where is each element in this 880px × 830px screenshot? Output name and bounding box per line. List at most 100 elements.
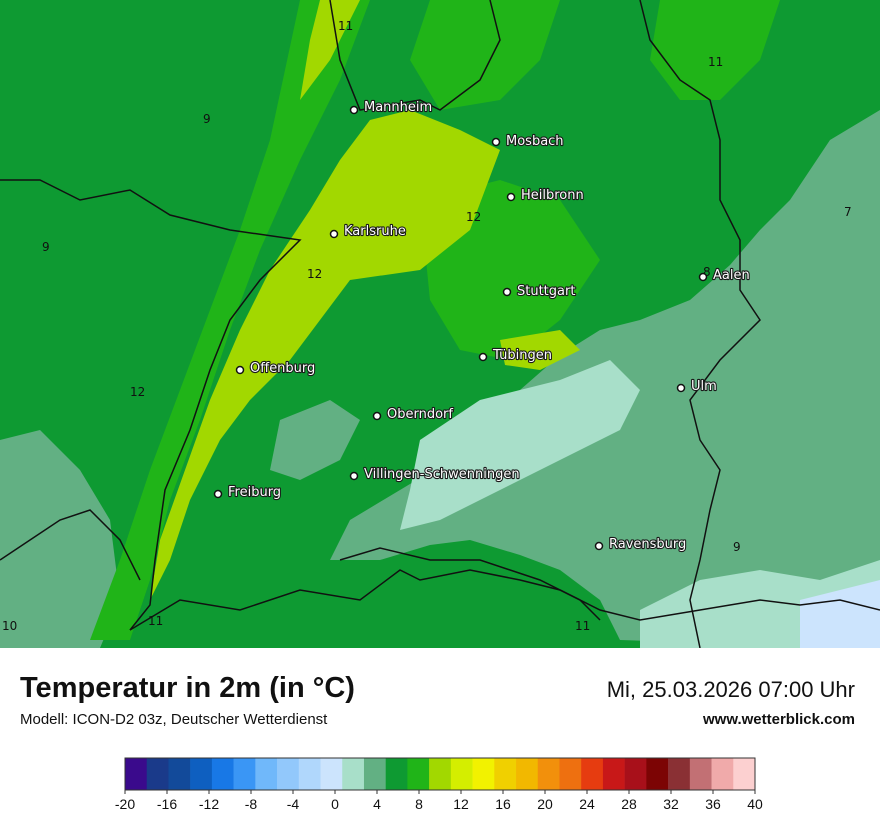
city-label: Stuttgart bbox=[517, 284, 575, 299]
legend-swatch bbox=[168, 758, 191, 790]
legend-tick-label: -8 bbox=[245, 796, 258, 812]
legend-swatch bbox=[233, 758, 256, 790]
legend-tick-label: 0 bbox=[331, 796, 339, 812]
legend-tick-label: 20 bbox=[537, 796, 553, 812]
border-lake bbox=[339, 547, 601, 621]
city-label: Tübingen bbox=[492, 348, 552, 363]
legend-tick-label: -4 bbox=[287, 796, 300, 812]
city-stuttgart[interactable]: Stuttgart bbox=[502, 283, 577, 300]
legend-swatch bbox=[320, 758, 343, 790]
legend-tick-label: 8 bbox=[415, 796, 423, 812]
legend-swatch bbox=[342, 758, 365, 790]
legend-swatch bbox=[689, 758, 712, 790]
city-label: Ravensburg bbox=[609, 537, 686, 552]
legend-swatch bbox=[363, 758, 386, 790]
isotherm-label: 7 bbox=[844, 205, 852, 219]
temperature-zone-southwest-cool bbox=[0, 430, 120, 648]
city-label: Mosbach bbox=[506, 134, 564, 149]
model-source: Modell: ICON-D2 03z, Deutscher Wetterdie… bbox=[20, 711, 328, 728]
city-offenburg[interactable]: Offenburg bbox=[235, 360, 316, 377]
city-label: Villingen-Schwenningen bbox=[364, 467, 520, 482]
legend-tick-label: 4 bbox=[373, 796, 381, 812]
legend-swatch bbox=[298, 758, 321, 790]
temperature-zone-center-cool bbox=[270, 400, 360, 480]
legend-tick-label: 36 bbox=[705, 796, 721, 812]
legend-swatch bbox=[190, 758, 213, 790]
legend-swatch bbox=[559, 758, 582, 790]
legend-tick-label: -16 bbox=[157, 796, 177, 812]
legend-swatch bbox=[125, 758, 148, 790]
forecast-datetime: Mi, 25.03.2026 07:00 Uhr bbox=[606, 677, 855, 702]
legend-swatch bbox=[429, 758, 452, 790]
legend-swatch bbox=[668, 758, 691, 790]
legend-tick-label: -20 bbox=[115, 796, 135, 812]
city-label: Karlsruhe bbox=[344, 224, 406, 239]
legend-tick-label: 24 bbox=[579, 796, 595, 812]
city-label: Aalen bbox=[713, 268, 750, 283]
legend-swatch bbox=[407, 758, 430, 790]
isotherm-label: 11 bbox=[575, 619, 590, 633]
border-south bbox=[129, 569, 880, 631]
isotherm-label: 12 bbox=[130, 385, 145, 399]
legend-swatch bbox=[581, 758, 604, 790]
isotherm-label: 11 bbox=[148, 614, 163, 628]
legend-swatches bbox=[124, 757, 756, 791]
legend-swatch bbox=[646, 758, 669, 790]
map-footer bbox=[0, 648, 880, 830]
legend-swatch bbox=[711, 758, 734, 790]
legend-tick-label: 32 bbox=[663, 796, 679, 812]
city-ulm[interactable]: Ulm bbox=[676, 378, 718, 395]
isotherm-label: 9 bbox=[203, 112, 211, 126]
legend-swatch bbox=[211, 758, 234, 790]
state-borders bbox=[0, 0, 880, 648]
isotherm-label: 9 bbox=[42, 240, 50, 254]
legend-frame bbox=[124, 757, 756, 791]
border-west-rhine bbox=[0, 179, 302, 631]
temperature-zone-neckar-hot bbox=[500, 330, 580, 370]
city-karlsruhe[interactable]: Karlsruhe bbox=[329, 223, 407, 240]
legend-swatch bbox=[255, 758, 278, 790]
legend-swatch bbox=[602, 758, 625, 790]
temperature-map: 11 11 9 12 7 9 12 8 12 9 10 11 11 Mannhe… bbox=[0, 0, 880, 648]
isotherm-label: 12 bbox=[466, 210, 481, 224]
legend-tick-label: 40 bbox=[747, 796, 763, 812]
legend-swatch bbox=[537, 758, 560, 790]
legend-swatch bbox=[450, 758, 473, 790]
isotherm-label: 12 bbox=[307, 267, 322, 281]
city-mosbach[interactable]: Mosbach bbox=[491, 133, 565, 150]
city-ravensburg[interactable]: Ravensburg bbox=[594, 536, 687, 553]
website-link[interactable]: www.wetterblick.com bbox=[703, 711, 855, 728]
temperature-zone-north-hot bbox=[300, 0, 360, 100]
city-label: Heilbronn bbox=[521, 188, 584, 203]
city-oberndorf[interactable]: Oberndorf bbox=[372, 406, 454, 423]
city-aalen[interactable]: Aalen bbox=[698, 267, 751, 284]
legend-swatch bbox=[494, 758, 517, 790]
legend-tick-label: 12 bbox=[453, 796, 469, 812]
city-heilbronn[interactable]: Heilbronn bbox=[506, 187, 585, 204]
isotherm-labels: 11 11 9 12 7 9 12 8 12 9 10 11 11 bbox=[2, 19, 852, 633]
city-villingen-schwenningen[interactable]: Villingen-Schwenningen bbox=[349, 466, 521, 483]
isotherm-label: 9 bbox=[733, 540, 741, 554]
city-freiburg[interactable]: Freiburg bbox=[213, 484, 282, 501]
city-mannheim[interactable]: Mannheim bbox=[349, 99, 433, 116]
city-tuebingen[interactable]: Tübingen bbox=[478, 347, 553, 364]
city-label: Ulm bbox=[691, 379, 717, 394]
map-title: Temperatur in 2m (in °C) bbox=[20, 672, 355, 704]
city-label: Freiburg bbox=[228, 485, 281, 500]
legend-swatch bbox=[472, 758, 495, 790]
city-label: Mannheim bbox=[364, 100, 432, 115]
border-east bbox=[639, 0, 761, 648]
legend-tick-label: -12 bbox=[199, 796, 219, 812]
temperature-zone-upper-rhine-hot bbox=[150, 110, 500, 600]
legend-ticks: -20 -16 -12 -8 -4 0 4 8 12 16 20 24 28 32 36 40 bbox=[115, 790, 763, 812]
legend-swatch bbox=[624, 758, 647, 790]
border-north bbox=[329, 0, 501, 111]
legend-swatch bbox=[516, 758, 539, 790]
legend-swatch bbox=[146, 758, 169, 790]
temperature-zone-north-warm bbox=[410, 0, 560, 110]
isotherm-label: 8 bbox=[703, 265, 711, 279]
legend-swatch bbox=[277, 758, 300, 790]
city-label: Oberndorf bbox=[387, 407, 453, 422]
temperature-zone-northeast-warm bbox=[650, 0, 780, 100]
isotherm-label: 11 bbox=[338, 19, 353, 33]
